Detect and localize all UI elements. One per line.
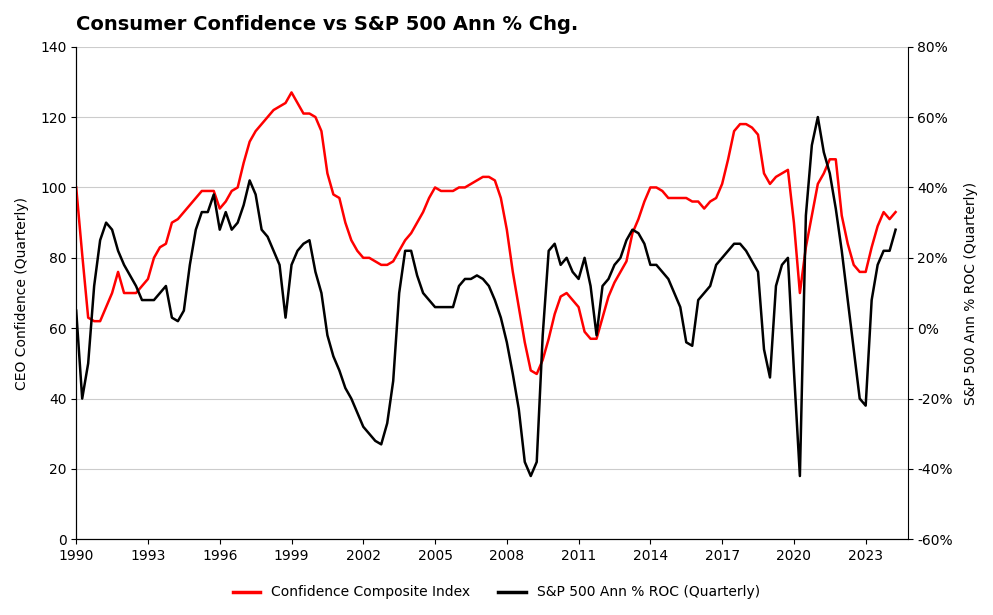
Text: Consumer Confidence vs S&P 500 Ann % Chg.: Consumer Confidence vs S&P 500 Ann % Chg… [76, 15, 579, 34]
Y-axis label: S&P 500 Ann % ROC (Quarterly): S&P 500 Ann % ROC (Quarterly) [964, 181, 978, 405]
Y-axis label: CEO Confidence (Quarterly): CEO Confidence (Quarterly) [15, 197, 29, 389]
Legend: Confidence Composite Index, S&P 500 Ann % ROC (Quarterly): Confidence Composite Index, S&P 500 Ann … [227, 580, 766, 605]
